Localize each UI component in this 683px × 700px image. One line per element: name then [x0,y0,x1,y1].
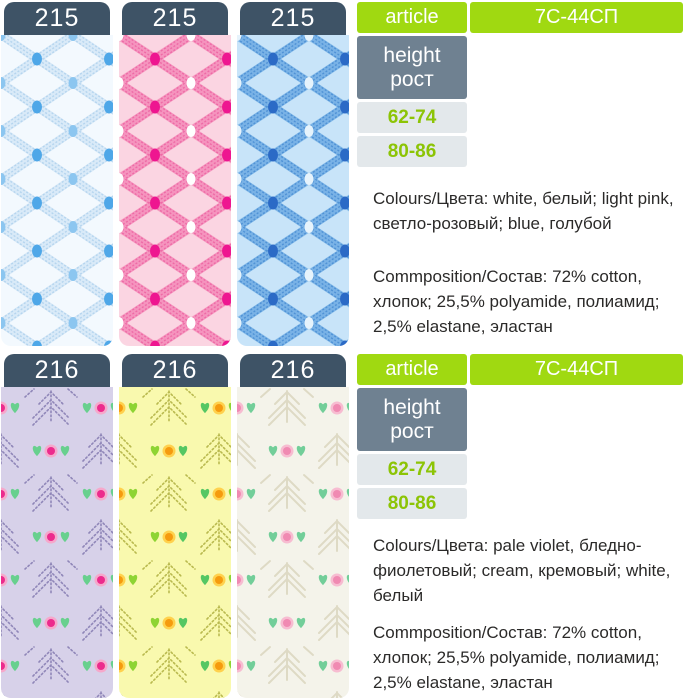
fabric-swatch-blue: 215 [237,0,349,346]
size-cell: 80-86 [357,136,467,167]
fabric-photo [237,387,349,698]
swatch-code-badge: 215 [122,2,228,35]
composition-text: Commposition/Состав: 72% cotton, хлопок;… [373,623,660,692]
height-header-cell: height рост [357,36,467,99]
swatch-code-badge: 215 [240,2,346,35]
product-section-216: 216 [0,352,683,700]
product-info: article 7С-44СП height рост 62-74 80-86 … [357,0,683,348]
height-label-en: height [383,395,441,419]
swatch-code: 215 [34,4,80,32]
height-label-en: height [383,43,441,67]
fabric-swatch-cream: 216 [119,352,231,698]
composition-text: Commposition/Состав: 72% cotton, хлопок;… [373,267,660,336]
swatch-code: 215 [270,4,316,32]
article-header-cell: article [357,2,467,33]
fabric-photo [237,35,349,346]
swatch-code-badge: 216 [240,354,346,387]
swatch-code: 215 [152,4,198,32]
swatch-code-badge: 216 [122,354,228,387]
height-header-cell: height рост [357,388,467,451]
swatch-code-badge: 216 [4,354,110,387]
article-header-cell: article [357,354,467,385]
swatch-code: 216 [270,356,316,384]
article-value-cell: 7С-44СП [470,2,683,33]
fabric-swatch-white: 215 [1,0,113,346]
size-cell: 80-86 [357,488,467,519]
fabric-photo [1,35,113,346]
swatch-code-badge: 215 [4,2,110,35]
size-cell: 62-74 [357,102,467,133]
size-cell: 62-74 [357,454,467,485]
colours-text: Colours/Цвета: pale violet, бледно-фиоле… [373,536,671,605]
colours-text: Colours/Цвета: white, белый; light pink,… [373,189,674,233]
fabric-photo [119,387,231,698]
article-value-cell: 7С-44СП [470,354,683,385]
fabric-photo [1,387,113,698]
fabric-swatch-pale-violet: 216 [1,352,113,698]
swatch-code: 216 [152,356,198,384]
fabric-swatch-white-216: 216 [237,352,349,698]
height-label-ru: рост [390,419,434,443]
product-section-215: 215 [0,0,683,348]
fabric-photo [119,35,231,346]
fabric-swatch-light-pink: 215 [119,0,231,346]
height-label-ru: рост [390,67,434,91]
swatch-code: 216 [34,356,80,384]
product-info: article 7С-44СП height рост 62-74 80-86 … [357,352,683,700]
